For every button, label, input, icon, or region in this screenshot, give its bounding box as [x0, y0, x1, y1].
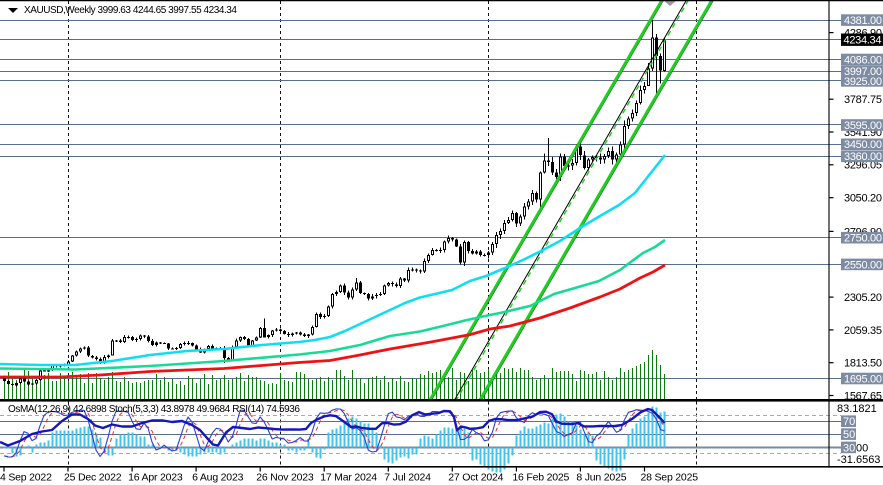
- svg-text:3360.00: 3360.00: [844, 151, 882, 163]
- svg-text:3050.20: 3050.20: [844, 193, 882, 205]
- svg-text:2750.00: 2750.00: [844, 233, 882, 245]
- svg-text:7 Jul 2024: 7 Jul 2024: [384, 472, 431, 484]
- svg-text:4381.00: 4381.00: [844, 15, 882, 27]
- svg-text:83.1821: 83.1821: [837, 403, 877, 415]
- svg-text:8 Jun 2025: 8 Jun 2025: [576, 472, 626, 484]
- svg-text:2305.20: 2305.20: [844, 292, 882, 304]
- svg-text:4234.34: 4234.34: [844, 35, 882, 47]
- svg-text:2550.00: 2550.00: [844, 259, 882, 271]
- svg-text:3787.75: 3787.75: [844, 94, 882, 106]
- svg-text:3925.00: 3925.00: [844, 76, 882, 88]
- svg-text:30: 30: [843, 442, 855, 454]
- svg-text:6 Aug 2023: 6 Aug 2023: [192, 472, 243, 484]
- svg-text:26 Nov 2023: 26 Nov 2023: [256, 472, 314, 484]
- svg-text:3595.00: 3595.00: [844, 120, 882, 132]
- svg-text:XAUUSD,Weekly 3999.63 4244.65: XAUUSD,Weekly 3999.63 4244.65 3997.55 42…: [24, 5, 237, 16]
- svg-text:25 Dec 2022: 25 Dec 2022: [64, 472, 122, 484]
- svg-text:OsMA(12,26,9) 42.6898 Stoch(5: OsMA(12,26,9) 42.6898 Stoch(5,3,3) 43.89…: [8, 404, 300, 415]
- svg-text:00: 00: [856, 442, 868, 454]
- svg-text:1813.50: 1813.50: [844, 358, 882, 370]
- svg-text:50: 50: [843, 429, 855, 441]
- svg-text:2059.35: 2059.35: [844, 325, 882, 337]
- svg-text:70: 70: [843, 416, 855, 428]
- svg-text:4086.00: 4086.00: [844, 54, 882, 66]
- svg-text:16 Apr 2023: 16 Apr 2023: [128, 472, 183, 484]
- svg-text:17 Mar 2024: 17 Mar 2024: [320, 472, 377, 484]
- svg-text:28 Sep 2025: 28 Sep 2025: [641, 472, 699, 484]
- svg-text:1567.65: 1567.65: [844, 390, 882, 402]
- svg-text:3450.00: 3450.00: [844, 139, 882, 151]
- svg-text:4 Sep 2022: 4 Sep 2022: [0, 472, 52, 484]
- svg-text:16 Feb 2025: 16 Feb 2025: [512, 472, 569, 484]
- svg-text:3296.05: 3296.05: [844, 160, 882, 172]
- svg-text:-31.6563: -31.6563: [837, 454, 880, 466]
- svg-text:1695.00: 1695.00: [844, 373, 882, 385]
- svg-text:27 Oct 2024: 27 Oct 2024: [448, 472, 503, 484]
